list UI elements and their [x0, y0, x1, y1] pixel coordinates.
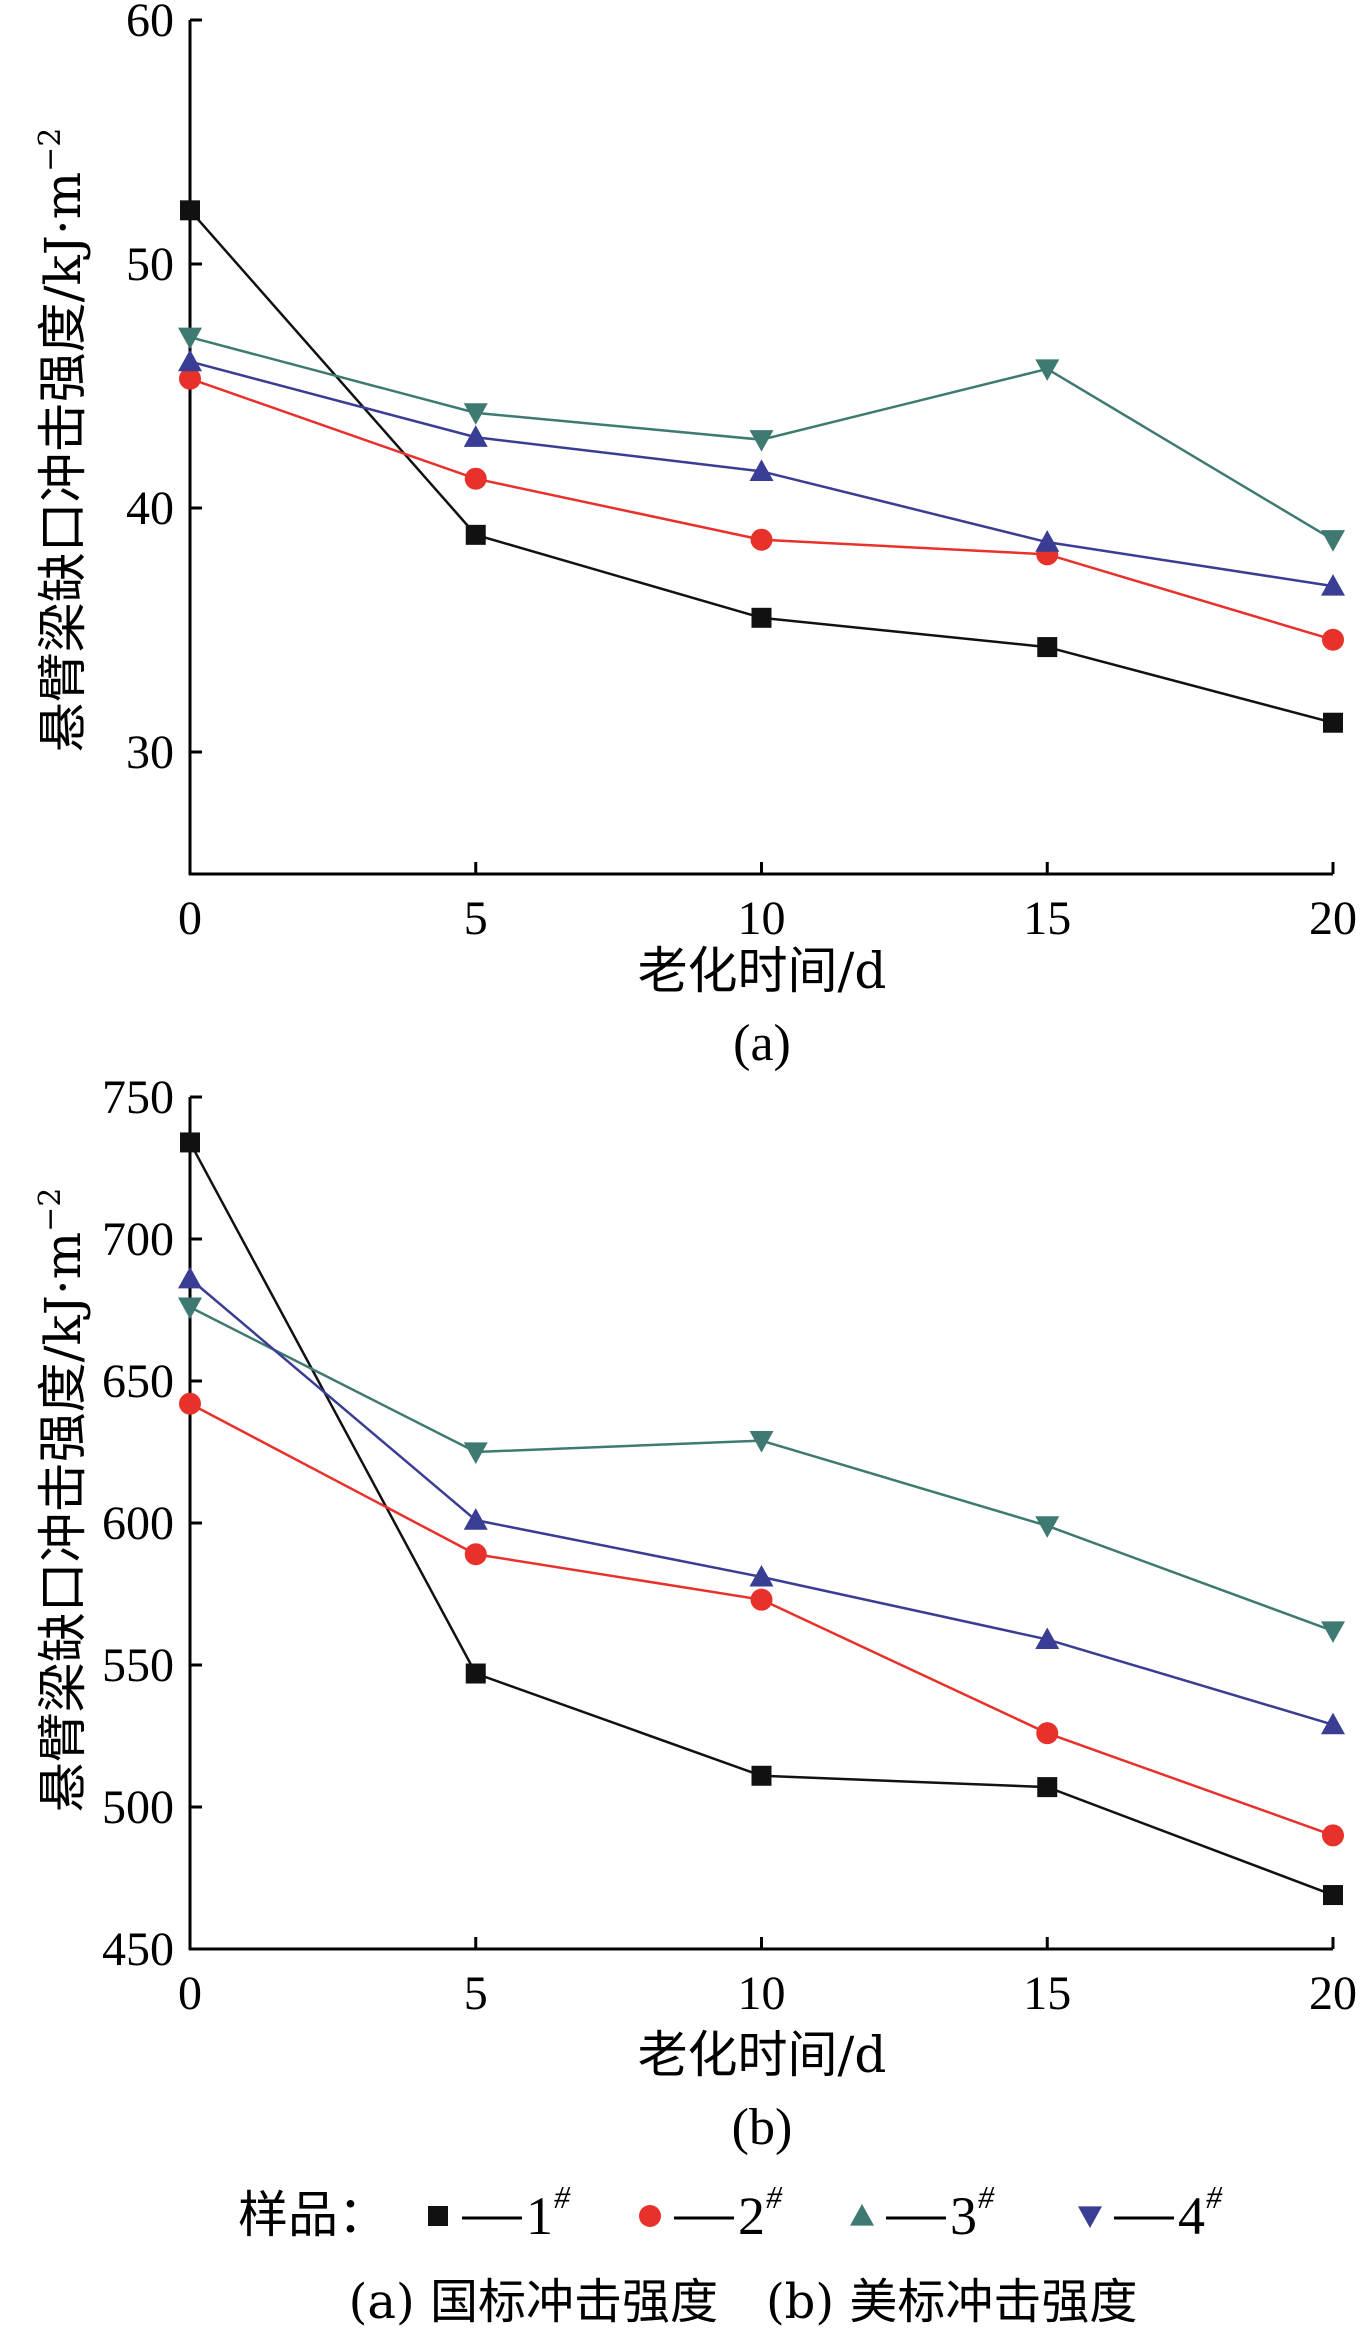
legend-sup-2: # — [766, 2179, 783, 2215]
panel-b-point-2# — [179, 1392, 201, 1415]
panel-b-point-3# — [1035, 1516, 1060, 1538]
panel-a-point-1# — [1037, 637, 1058, 658]
panel-b-point-1# — [1037, 1777, 1058, 1798]
legend-prefix: 样品： — [238, 2186, 388, 2244]
panel-b-series-line-4# — [189, 1277, 1334, 1726]
panel-b-y-tick-label: 700 — [102, 1213, 174, 1266]
panel-a-x-tick-label: 0 — [178, 892, 202, 945]
panel-a-series-line-2# — [189, 377, 1334, 641]
chart-panel-b: 450 500 550 600 650 700 750 0 5 10 15 20 老化时间/d 悬臂梁… — [33, 1071, 1357, 2156]
panel-a-point-3# — [749, 430, 774, 452]
panel-b-y-axis-title-sup: −2 — [33, 1188, 68, 1232]
panel-b-point-4# — [178, 1266, 202, 1289]
panel-a-point-1# — [180, 200, 200, 221]
panel-b-point-1# — [465, 1663, 486, 1684]
panel-a-label: (a) — [733, 1015, 791, 1072]
panel-a-point-4# — [1035, 530, 1060, 552]
legend-sup-4: # — [1206, 2179, 1223, 2215]
panel-a-point-2# — [464, 467, 487, 490]
panel-b-point-4# — [1035, 1627, 1060, 1650]
legend-marker-2 — [639, 2205, 661, 2227]
panel-a-x-tick-label: 15 — [1023, 892, 1071, 945]
panel-b-x-tick-label: 10 — [738, 1967, 786, 2020]
panel-a-point-4# — [749, 459, 774, 481]
panel-a-y-tick-label: 30 — [126, 726, 174, 779]
panel-b-y-tick-label: 450 — [102, 1923, 174, 1976]
panel-a-point-3# — [463, 403, 488, 425]
legend-sup-1: # — [554, 2179, 571, 2215]
panel-b-point-1# — [180, 1132, 200, 1153]
panel-a-point-3# — [1321, 530, 1345, 552]
panel-a-point-2# — [179, 367, 201, 390]
panel-b-x-tick-label: 5 — [464, 1967, 488, 2020]
panel-b-x-tick-label: 20 — [1309, 1967, 1357, 2020]
panel-a-point-1# — [465, 524, 486, 545]
panel-a-x-tick-label: 10 — [738, 892, 786, 945]
panel-b-y-axis-title: 悬臂梁缺口冲击强度/kJ·m−2 — [33, 1188, 92, 1813]
legend-label-4: 4 — [1178, 2186, 1205, 2246]
legend: 样品： 1 #2 #3 #4 # — [238, 2179, 1223, 2246]
panel-b-point-3# — [749, 1431, 774, 1453]
panel-a-y-axis-title: 悬臂梁缺口冲击强度/kJ·m−2 — [33, 128, 92, 753]
panel-a-y-tick-label: 50 — [126, 238, 174, 291]
legend-marker-1 — [428, 2206, 448, 2226]
figure-caption: (a) 国标冲击强度 (b) 美标冲击强度 — [349, 2274, 1138, 2330]
panel-a-x-axis-title: 老化时间/d — [638, 942, 887, 1000]
panel-b-plot-area: 450 500 550 600 650 700 750 0 5 10 15 20 — [102, 1071, 1357, 2020]
panel-a-point-2# — [750, 528, 773, 551]
panel-b-y-tick-label: 500 — [102, 1781, 174, 1834]
panel-b-point-2# — [750, 1588, 773, 1611]
panel-a-point-2# — [1322, 628, 1344, 651]
panel-b-y-tick-label: 750 — [102, 1071, 174, 1124]
panel-b-x-tick-label: 0 — [178, 1967, 202, 2020]
panel-a-point-4# — [1321, 574, 1345, 596]
panel-b-point-4# — [1321, 1712, 1345, 1735]
panel-b-point-2# — [464, 1543, 487, 1566]
legend-sup-3: # — [978, 2179, 995, 2215]
panel-b-y-tick-label: 650 — [102, 1355, 174, 1408]
panel-a-point-4# — [463, 425, 488, 447]
panel-b-y-tick-label: 550 — [102, 1639, 174, 1692]
panel-b-point-1# — [751, 1765, 772, 1786]
panel-b-point-4# — [749, 1564, 774, 1587]
panel-a-x-tick-label: 5 — [464, 892, 488, 945]
panel-a-point-3# — [1035, 359, 1060, 381]
panel-a-y-axis-title-text: 悬臂梁缺口冲击强度/kJ·m — [34, 172, 92, 753]
panel-b-point-3# — [463, 1442, 488, 1464]
panel-b-point-4# — [463, 1508, 488, 1530]
legend-items: 1 #2 #3 #4 # — [428, 2179, 1223, 2246]
panel-b-point-3# — [178, 1297, 202, 1320]
panel-b-x-axis-title: 老化时间/d — [638, 2026, 887, 2084]
panel-b-x-tick-label: 15 — [1023, 1967, 1071, 2020]
panel-a-point-1# — [751, 607, 772, 628]
panel-a-y-tick-label: 40 — [126, 482, 174, 535]
panel-a-point-4# — [178, 349, 202, 372]
panel-a-x-tick-label: 20 — [1309, 892, 1357, 945]
panel-a-plot-area: 30 40 50 60 0 5 10 15 20 — [126, 0, 1357, 945]
panel-b-point-2# — [1036, 1722, 1059, 1745]
legend-marker-4 — [1078, 2206, 1102, 2228]
legend-label-1: 1 — [526, 2186, 553, 2246]
panel-a-y-tick-label: 60 — [126, 0, 174, 47]
legend-label-3: 3 — [950, 2186, 977, 2246]
panel-b-y-axis-title-text: 悬臂梁缺口冲击强度/kJ·m — [34, 1232, 92, 1813]
panel-b-point-3# — [1321, 1621, 1345, 1643]
legend-label-2: 2 — [738, 2186, 765, 2246]
panel-b-label: (b) — [732, 2099, 793, 2156]
legend-marker-3 — [850, 2204, 874, 2226]
panel-b-point-1# — [1323, 1885, 1343, 1906]
panel-a-point-3# — [178, 327, 202, 350]
panel-a-point-1# — [1323, 712, 1343, 733]
panel-a-y-axis-title-sup: −2 — [33, 128, 68, 172]
chart-panel-a: 30 40 50 60 0 5 10 15 20 老化时间/d 悬臂梁缺口冲击强度/kJ·m−2… — [33, 0, 1357, 1072]
panel-b-point-2# — [1322, 1824, 1344, 1847]
panel-b-y-tick-label: 600 — [102, 1497, 174, 1550]
